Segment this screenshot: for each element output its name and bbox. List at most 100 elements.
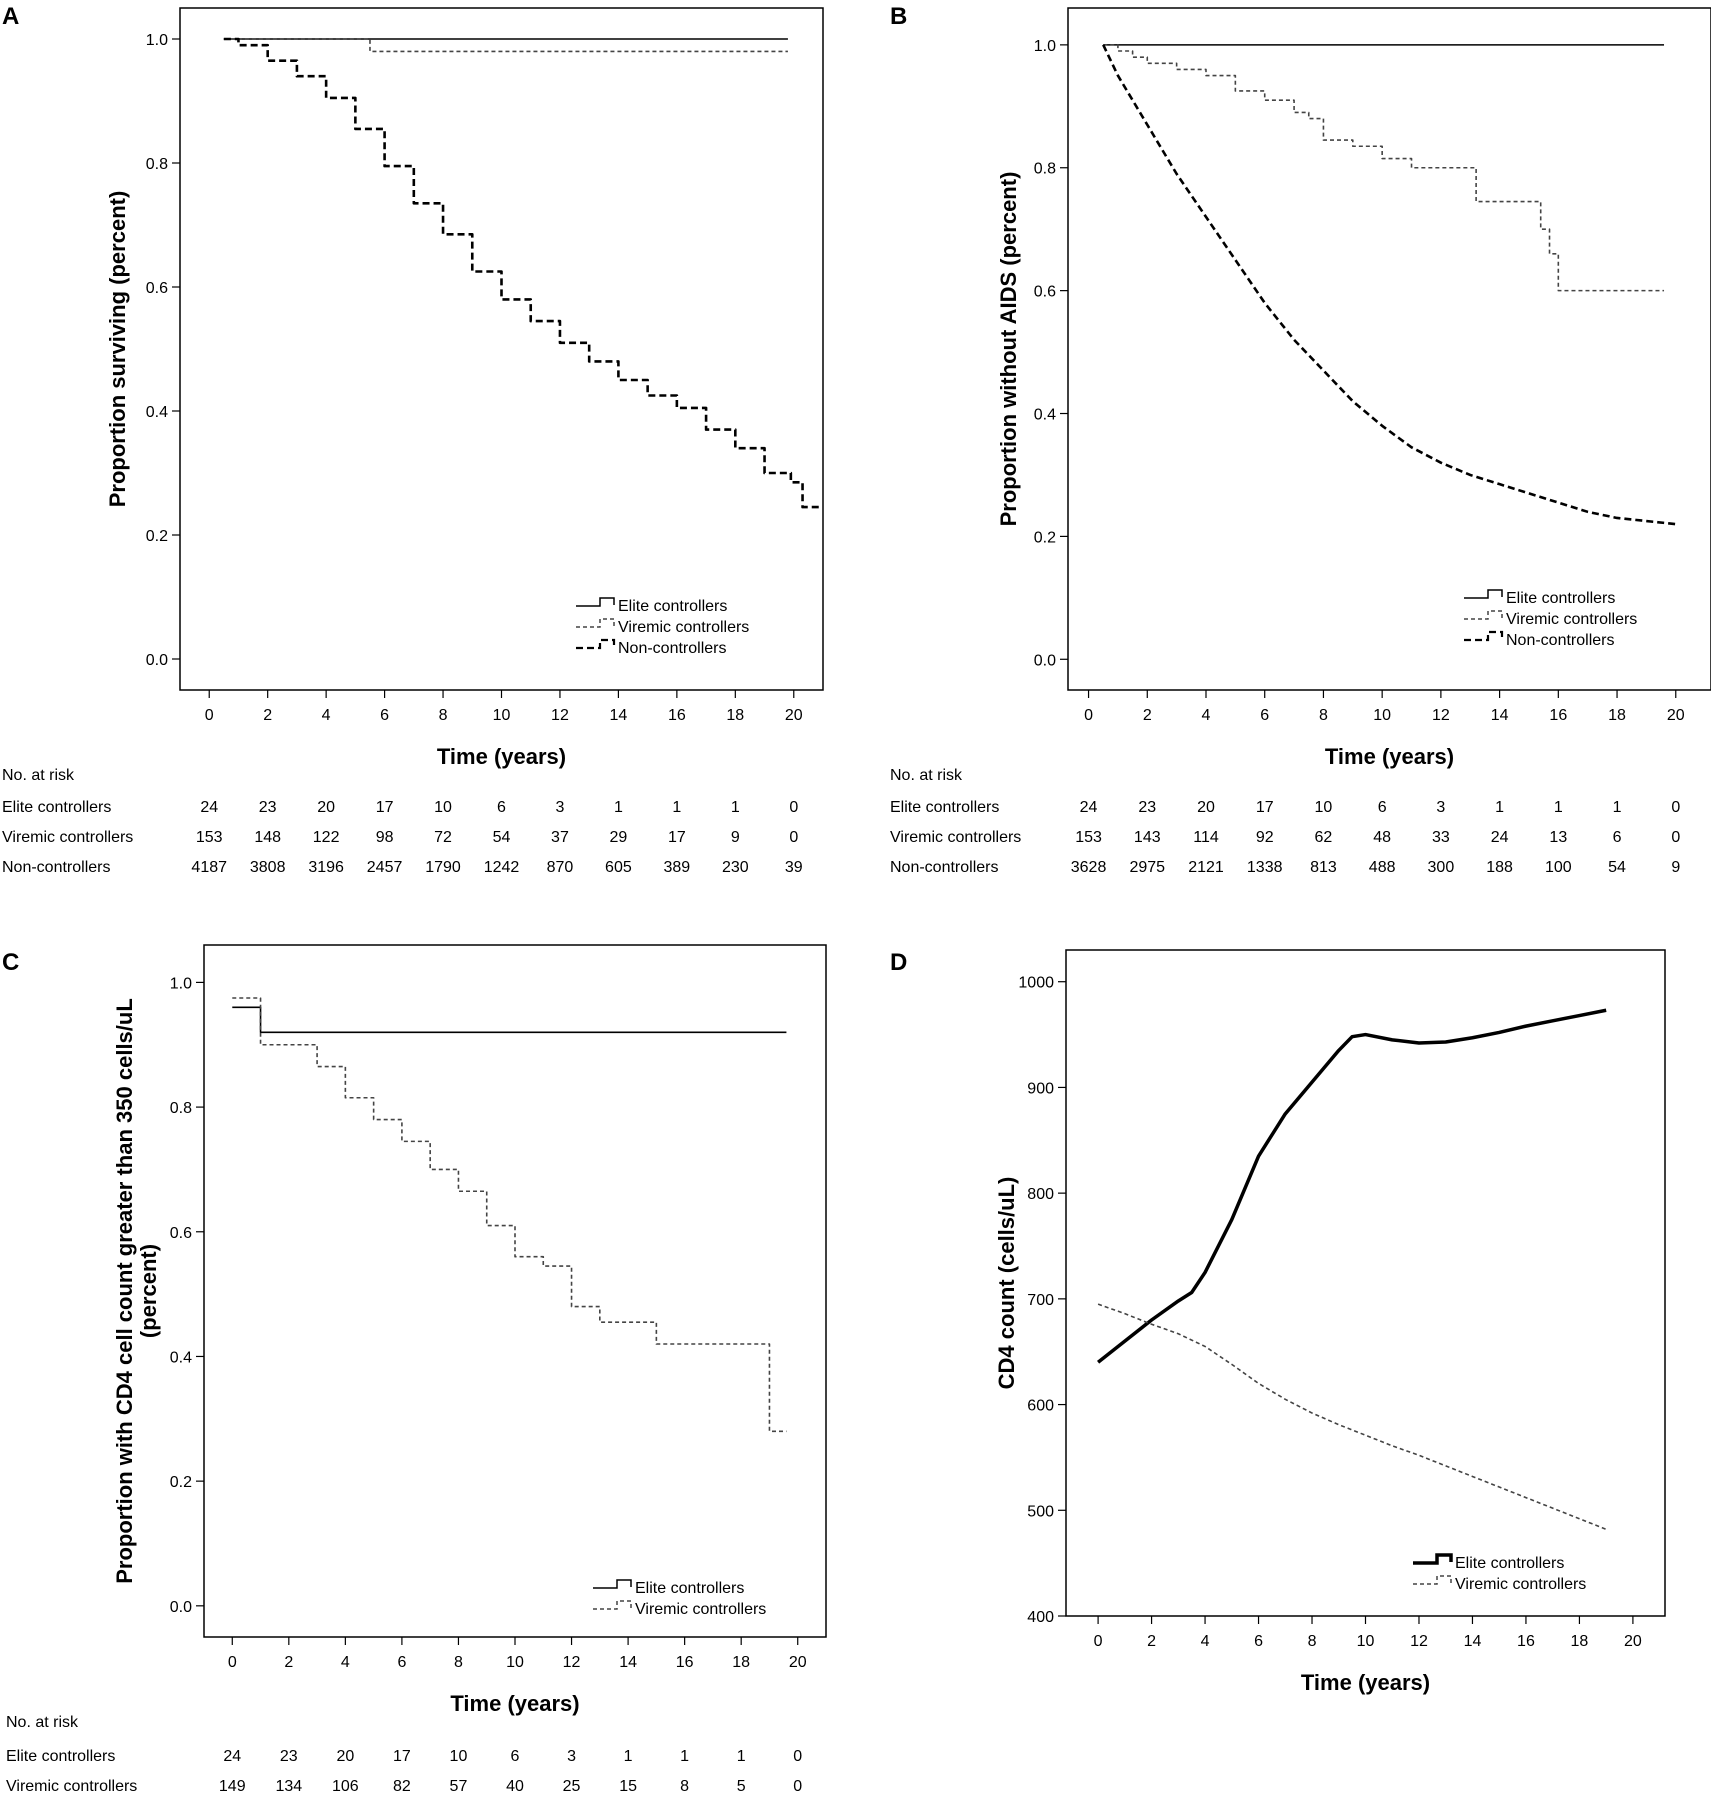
y-tick-label: 0.2 bbox=[146, 528, 168, 545]
x-tick-label: 20 bbox=[785, 707, 803, 724]
risk-value: 100 bbox=[1545, 859, 1572, 876]
risk-value: 230 bbox=[722, 859, 749, 876]
y-axis-title: Proportion with CD4 cell count greater t… bbox=[112, 998, 161, 1584]
x-tick-label: 10 bbox=[1357, 1633, 1375, 1650]
risk-value: 24 bbox=[1080, 799, 1098, 816]
x-tick-label: 20 bbox=[1624, 1633, 1642, 1650]
panel-letter: D bbox=[890, 949, 907, 976]
risk-value: 82 bbox=[393, 1778, 411, 1795]
risk-value: 153 bbox=[196, 829, 223, 846]
legend-swatch bbox=[1413, 1575, 1452, 1585]
risk-value: 33 bbox=[1432, 829, 1450, 846]
risk-value: 20 bbox=[317, 799, 335, 816]
risk-value: 6 bbox=[1378, 799, 1387, 816]
risk-row-label: Viremic controllers bbox=[890, 829, 1021, 846]
legend-entry-label: Viremic controllers bbox=[1506, 611, 1637, 628]
y-tick-label: 1.0 bbox=[170, 975, 192, 992]
y-tick-label: 600 bbox=[1027, 1398, 1054, 1415]
plot-frame bbox=[203, 944, 827, 1638]
legend-swatch bbox=[1464, 589, 1503, 599]
series-line-viremic-controllers bbox=[232, 997, 787, 1433]
risk-value: 24 bbox=[1491, 829, 1509, 846]
x-tick-label: 18 bbox=[732, 1654, 750, 1671]
risk-value: 13 bbox=[1549, 829, 1567, 846]
y-tick-label: 0.6 bbox=[170, 1225, 192, 1242]
legend-entry-label: Elite controllers bbox=[1506, 590, 1615, 607]
risk-value: 17 bbox=[1256, 799, 1274, 816]
series-line-viremic-controllers bbox=[223, 38, 788, 53]
legend-entry-label: Viremic controllers bbox=[618, 619, 749, 636]
y-tick-label: 800 bbox=[1027, 1186, 1054, 1203]
risk-value: 54 bbox=[1608, 859, 1626, 876]
y-axis-title-line: (percent) bbox=[136, 1244, 161, 1338]
legend-swatch bbox=[1464, 610, 1503, 620]
risk-value: 25 bbox=[563, 1778, 581, 1795]
y-tick-label: 0.8 bbox=[170, 1100, 192, 1117]
risk-value: 40 bbox=[506, 1778, 524, 1795]
risk-value: 2457 bbox=[367, 859, 403, 876]
risk-value: 3808 bbox=[250, 859, 286, 876]
panel-letter: B bbox=[890, 3, 907, 30]
x-tick-label: 0 bbox=[228, 1654, 237, 1671]
x-tick-label: 0 bbox=[1084, 707, 1093, 724]
y-tick-label: 0.6 bbox=[146, 280, 168, 297]
y-tick-label: 400 bbox=[1027, 1609, 1054, 1626]
risk-value: 1 bbox=[1495, 799, 1504, 816]
y-tick-label: 0.4 bbox=[146, 404, 168, 421]
risk-value: 3628 bbox=[1071, 859, 1107, 876]
risk-value: 0 bbox=[789, 799, 798, 816]
x-tick-label: 16 bbox=[668, 707, 686, 724]
risk-value: 605 bbox=[605, 859, 632, 876]
y-tick-label: 0.6 bbox=[1034, 284, 1056, 301]
risk-table-header: No. at risk bbox=[2, 767, 75, 784]
risk-value: 37 bbox=[551, 829, 569, 846]
y-axis-title: Proportion surviving (percent) bbox=[105, 191, 130, 508]
x-tick-label: 12 bbox=[563, 1654, 581, 1671]
risk-row-label: Viremic controllers bbox=[6, 1778, 137, 1795]
x-tick-label: 4 bbox=[341, 1654, 350, 1671]
legend-entry-label: Elite controllers bbox=[1455, 1555, 1564, 1572]
risk-value: 10 bbox=[450, 1748, 468, 1765]
legend-entry-label: Viremic controllers bbox=[635, 1601, 766, 1618]
y-axis-title-line: Proportion with CD4 cell count greater t… bbox=[112, 998, 137, 1584]
legend-entry-label: Elite controllers bbox=[618, 598, 727, 615]
y-tick-label: 900 bbox=[1027, 1080, 1054, 1097]
risk-value: 29 bbox=[610, 829, 628, 846]
y-tick-label: 0.0 bbox=[170, 1599, 192, 1616]
legend: Elite controllers Viremic controllers Non-… bbox=[576, 597, 749, 657]
risk-value: 1 bbox=[737, 1748, 746, 1765]
legend: Elite controllers Viremic controllers bbox=[593, 1579, 766, 1618]
x-tick-label: 2 bbox=[1147, 1633, 1156, 1650]
risk-value: 48 bbox=[1373, 829, 1391, 846]
risk-value: 134 bbox=[275, 1778, 302, 1795]
risk-value: 24 bbox=[200, 799, 218, 816]
risk-row-label: Non-controllers bbox=[2, 859, 110, 876]
x-tick-label: 18 bbox=[726, 707, 744, 724]
legend-entry-label: Viremic controllers bbox=[1455, 1576, 1586, 1593]
risk-value: 0 bbox=[789, 829, 798, 846]
x-tick-label: 12 bbox=[1410, 1633, 1428, 1650]
x-tick-label: 8 bbox=[439, 707, 448, 724]
risk-value: 1 bbox=[731, 799, 740, 816]
legend-swatch bbox=[593, 1579, 632, 1589]
legend-swatch bbox=[576, 618, 615, 628]
risk-value: 17 bbox=[393, 1748, 411, 1765]
risk-value: 15 bbox=[619, 1778, 637, 1795]
risk-value: 3 bbox=[1436, 799, 1445, 816]
risk-value: 23 bbox=[280, 1748, 298, 1765]
x-axis-title: Time (years) bbox=[1325, 744, 1454, 769]
risk-row-label: Non-controllers bbox=[890, 859, 998, 876]
y-tick-label: 0.8 bbox=[146, 156, 168, 173]
legend: Elite controllers Viremic controllers Non-… bbox=[1464, 589, 1637, 649]
risk-value: 3 bbox=[567, 1748, 576, 1765]
x-tick-label: 14 bbox=[610, 707, 628, 724]
x-tick-label: 10 bbox=[506, 1654, 524, 1671]
x-axis-title: Time (years) bbox=[1301, 1670, 1430, 1695]
y-tick-label: 0.0 bbox=[1034, 652, 1056, 669]
x-tick-label: 16 bbox=[1517, 1633, 1535, 1650]
x-tick-label: 6 bbox=[1254, 1633, 1263, 1650]
risk-value: 114 bbox=[1193, 829, 1219, 846]
risk-table-header: No. at risk bbox=[890, 767, 963, 784]
x-tick-label: 8 bbox=[454, 1654, 463, 1671]
y-tick-label: 0.0 bbox=[146, 652, 168, 669]
